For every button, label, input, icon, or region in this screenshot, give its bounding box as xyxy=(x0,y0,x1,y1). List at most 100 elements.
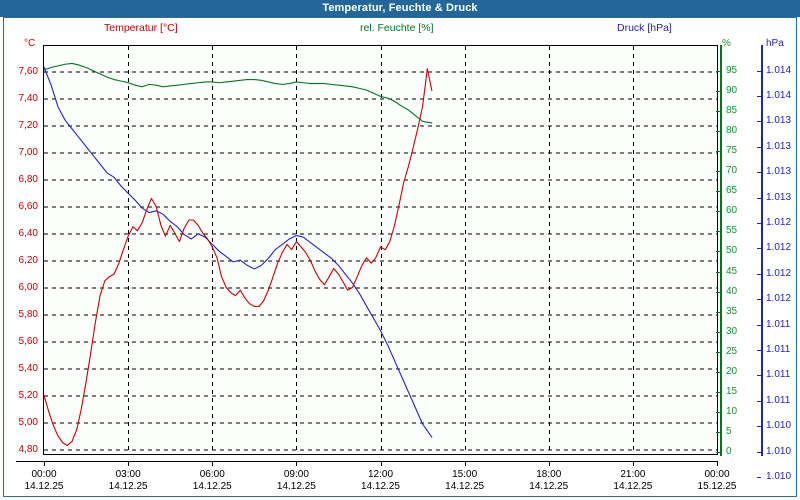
x-tick-time: 21:00 xyxy=(620,469,646,480)
temperature-line xyxy=(44,68,433,446)
x-tick-time: 18:00 xyxy=(536,469,562,480)
humidity-axis-tick xyxy=(716,392,720,394)
x-tick-date: 15.12.25 xyxy=(697,481,737,492)
humidity-axis-tick xyxy=(716,372,720,373)
x-tick-date: 14.12.25 xyxy=(276,481,316,492)
temperature-tick-label: 6,80 xyxy=(18,173,38,185)
pressure-tick-label: 1.014 xyxy=(766,64,792,76)
plot-svg xyxy=(44,46,717,454)
plot-area xyxy=(43,45,718,455)
humidity-tick-label: 40 xyxy=(726,285,738,297)
x-tick-time: 00:00 xyxy=(31,469,57,480)
humidity-tick-label: 60 xyxy=(726,205,738,217)
x-axis-tick xyxy=(633,461,634,466)
temperature-tick-label: 5,00 xyxy=(18,416,38,428)
x-axis-tick xyxy=(212,461,213,466)
pressure-tick-label: 1.011 xyxy=(766,318,791,330)
pressure-axis-tick xyxy=(757,273,761,275)
x-tick-time: 00:00 xyxy=(704,469,730,480)
x-tick-time: 12:00 xyxy=(367,469,394,480)
legend-item-humidity: rel. Feuchte [%] xyxy=(360,22,434,34)
temperature-tick-label: 7,40 xyxy=(18,92,38,104)
humidity-tick-label: 85 xyxy=(726,104,738,116)
humidity-axis-tick xyxy=(716,130,720,132)
humidity-tick-label: 15 xyxy=(726,386,738,398)
humidity-axis-tick xyxy=(716,351,720,353)
x-axis-tick-label: 06:00 14.12.25 xyxy=(172,469,252,493)
pressure-tick-label: 1.011 xyxy=(766,343,791,355)
pressure-axis-unit: hPa xyxy=(766,38,784,49)
pressure-axis-tick xyxy=(757,222,761,224)
pressure-tick-label: 1.011 xyxy=(766,394,791,406)
humidity-axis-labels: 95 90 85 80 75 70 65 60 55 50 45 40 35 30 25 20 15 10 5 0 xyxy=(726,0,756,500)
humidity-axis-tick xyxy=(716,90,720,92)
humidity-axis-tick xyxy=(716,70,720,72)
temperature-tick-label: 7,20 xyxy=(18,119,38,131)
pressure-axis-tick xyxy=(757,324,761,326)
x-axis-tick xyxy=(296,461,297,466)
temperature-tick-label: 4,80 xyxy=(18,443,38,455)
humidity-tick-label: 5 xyxy=(726,426,732,438)
temperature-tick-label: 5,40 xyxy=(18,362,38,374)
pressure-tick-label: 1.013 xyxy=(766,191,792,203)
temperature-tick-label: 5,60 xyxy=(18,335,38,347)
humidity-axis-tick xyxy=(716,452,720,454)
x-axis-tick xyxy=(44,461,45,466)
temperature-tick-label: 5,80 xyxy=(18,308,38,320)
temperature-axis-unit: °C xyxy=(24,38,36,49)
pressure-axis-tick xyxy=(757,172,761,174)
temperature-tick-label: 6,20 xyxy=(18,254,38,266)
temperature-tick-label: 5,20 xyxy=(18,389,38,401)
pressure-tick-label: 1.012 xyxy=(766,216,792,228)
humidity-tick-label: 20 xyxy=(726,366,738,377)
pressure-tick-label: 1.010 xyxy=(766,420,792,432)
humidity-axis-tick xyxy=(716,191,720,193)
x-axis-tick xyxy=(381,461,382,466)
humidity-axis-tick xyxy=(716,211,720,213)
x-axis-tick-label: 12:00 14.12.25 xyxy=(341,469,421,493)
humidity-tick-label: 50 xyxy=(726,245,738,257)
x-axis-tick-label: 00:00 15.12.25 xyxy=(677,469,757,493)
pressure-tick-label: 1.012 xyxy=(766,242,792,254)
humidity-axis-line xyxy=(720,45,722,456)
pressure-tick-label: 1.013 xyxy=(766,115,792,127)
pressure-axis-tick xyxy=(757,95,761,97)
humidity-tick-label: 30 xyxy=(726,325,738,337)
humidity-axis-tick xyxy=(716,231,720,233)
x-axis-tick-label: 15:00 14.12.25 xyxy=(425,469,505,493)
pressure-axis-tick xyxy=(757,451,761,453)
pressure-tick-label: 1.012 xyxy=(766,293,792,305)
humidity-axis-tick xyxy=(716,311,720,313)
humidity-tick-label: 95 xyxy=(726,64,738,76)
humidity-axis-unit: % xyxy=(722,38,731,49)
humidity-tick-label: 90 xyxy=(726,84,738,96)
humidity-tick-label: 25 xyxy=(726,345,738,357)
humidity-tick-label: 65 xyxy=(726,185,738,197)
pressure-axis-labels: 1.014 1.014 1.013 1.013 1.013 1.013 1.012 1.012… xyxy=(766,0,800,500)
pressure-tick-label: 1.014 xyxy=(766,89,792,101)
x-axis-tick-label: 03:00 14.12.25 xyxy=(88,469,168,493)
humidity-axis-tick xyxy=(716,150,720,152)
humidity-line xyxy=(44,62,433,124)
humidity-axis-tick xyxy=(716,251,720,253)
pressure-axis-tick xyxy=(757,476,761,478)
x-tick-date: 14.12.25 xyxy=(192,481,232,492)
x-tick-time: 03:00 xyxy=(115,469,141,480)
humidity-axis-tick xyxy=(716,432,720,434)
x-axis-tick xyxy=(465,461,466,466)
x-tick-date: 14.12.25 xyxy=(24,481,64,492)
legend-item-pressure: Druck [hPa] xyxy=(617,22,672,34)
pressure-tick-label: 1.013 xyxy=(766,166,792,178)
humidity-tick-label: 80 xyxy=(726,124,738,136)
x-axis-tick-label: 00:00 14.12.25 xyxy=(4,469,84,493)
x-axis-tick-label: 18:00 14.12.25 xyxy=(509,469,589,493)
x-axis-tick xyxy=(549,461,550,466)
humidity-tick-label: 35 xyxy=(726,305,738,317)
pressure-axis-tick xyxy=(757,146,761,148)
x-axis-tick xyxy=(128,461,129,466)
pressure-axis-tick xyxy=(757,349,761,351)
humidity-axis-tick xyxy=(716,412,720,414)
x-tick-date: 14.12.25 xyxy=(445,481,485,492)
window-title: Temperatur, Feuchte & Druck xyxy=(322,2,478,14)
humidity-tick-label: 10 xyxy=(726,406,738,418)
